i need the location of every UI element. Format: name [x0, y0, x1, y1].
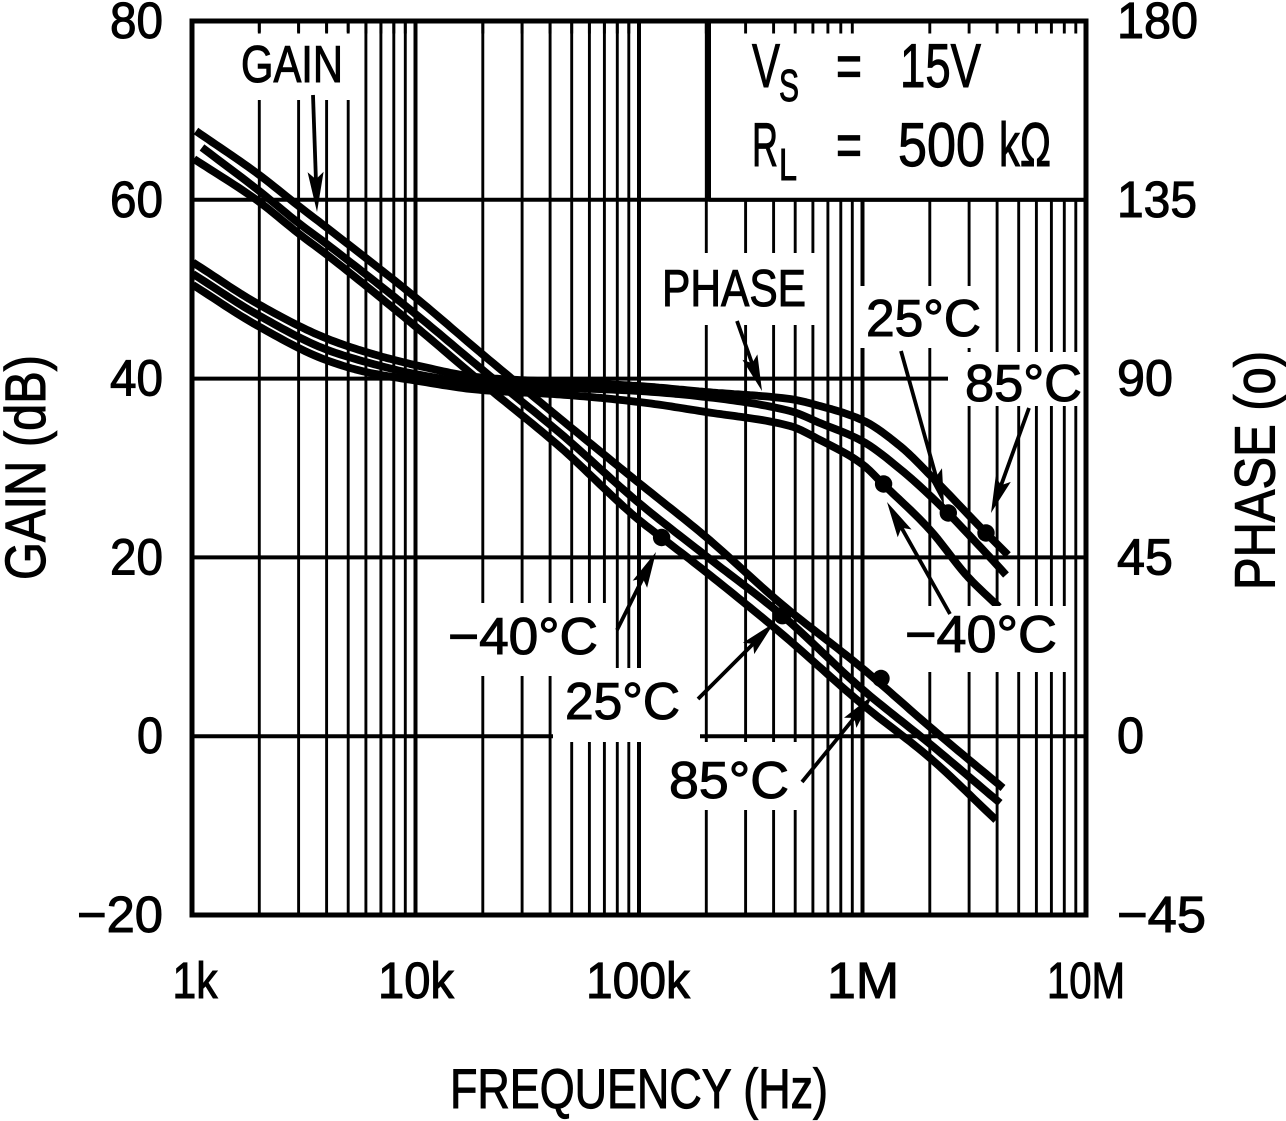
- svg-text:100k: 100k: [586, 952, 690, 1009]
- svg-text:=: =: [836, 111, 862, 180]
- svg-text:GAIN (dB): GAIN (dB): [0, 355, 58, 580]
- svg-text:0: 0: [1117, 707, 1144, 764]
- svg-text:25°C: 25°C: [866, 290, 981, 348]
- svg-text:85°C: 85°C: [669, 752, 789, 810]
- svg-text:10M: 10M: [1047, 952, 1125, 1009]
- svg-text:60: 60: [110, 171, 163, 228]
- svg-text:PHASE: PHASE: [662, 260, 806, 318]
- svg-text:45: 45: [1117, 528, 1173, 585]
- svg-text:−40°C: −40°C: [448, 608, 598, 666]
- svg-text:20: 20: [110, 528, 163, 585]
- svg-text:25°C: 25°C: [565, 673, 680, 731]
- svg-text:10k: 10k: [378, 952, 454, 1009]
- svg-text:−20: −20: [77, 886, 163, 943]
- svg-text:R: R: [752, 111, 778, 180]
- svg-text:40: 40: [110, 350, 163, 407]
- svg-text:1M: 1M: [827, 952, 899, 1009]
- svg-text:=: =: [836, 32, 862, 101]
- svg-text:90: 90: [1117, 350, 1173, 407]
- svg-text:15V: 15V: [900, 32, 981, 101]
- svg-text:GAIN: GAIN: [241, 36, 343, 94]
- svg-text:500: 500: [898, 111, 985, 180]
- svg-text:PHASE (o): PHASE (o): [1224, 351, 1286, 590]
- svg-text:85°C: 85°C: [965, 355, 1082, 413]
- svg-text:L: L: [779, 139, 797, 190]
- svg-text:180: 180: [1117, 0, 1198, 49]
- svg-text:FREQUENCY (Hz): FREQUENCY (Hz): [450, 1057, 828, 1120]
- svg-text:V: V: [752, 32, 780, 101]
- svg-text:0: 0: [137, 707, 163, 764]
- svg-text:S: S: [779, 60, 799, 111]
- svg-text:−45: −45: [1117, 886, 1206, 943]
- svg-text:80: 80: [110, 0, 163, 49]
- svg-text:−40°C: −40°C: [905, 606, 1057, 664]
- svg-text:kΩ: kΩ: [999, 111, 1051, 180]
- svg-text:1k: 1k: [173, 952, 218, 1009]
- svg-text:135: 135: [1117, 171, 1197, 228]
